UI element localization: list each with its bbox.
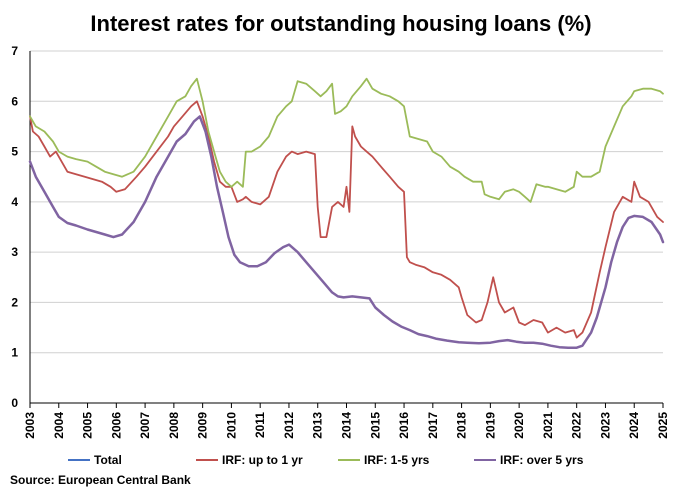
y-tick-label: 1: [11, 346, 18, 360]
legend: Total IRF: up to 1 yr IRF: 1-5 yrs IRF: ove…: [68, 453, 584, 467]
x-tick-label: 2004: [52, 412, 66, 439]
y-tick-label: 4: [11, 195, 18, 209]
x-tick-label: 2010: [224, 412, 238, 439]
y-tick-label: 7: [11, 44, 18, 58]
x-tick-label: 2005: [81, 412, 95, 439]
legend-label: IRF: up to 1 yr: [222, 453, 303, 467]
x-tick-label: 2007: [138, 412, 152, 439]
series-line-irf-1-5-yrs: [29, 77, 664, 203]
y-tick-label: 5: [11, 145, 18, 159]
x-tick-label: 2009: [196, 412, 210, 439]
series-line-irf-over-5-yrs: [28, 115, 665, 349]
x-tick-label: 2008: [167, 412, 181, 439]
y-tick-label: 2: [11, 295, 18, 309]
x-tick-label: 2013: [311, 412, 325, 439]
x-tick-label: 2019: [483, 412, 497, 439]
chart-title: Interest rates for outstanding housing l…: [90, 11, 591, 36]
y-tick-label: 6: [11, 94, 18, 108]
x-tick-label: 2020: [512, 412, 526, 439]
grid-layer: [30, 50, 663, 354]
x-tick-label: 2023: [598, 412, 612, 439]
x-tick-label: 2014: [340, 412, 354, 439]
x-tick-label: 2018: [455, 412, 469, 439]
source-note: Source: European Central Bank: [10, 473, 191, 487]
legend-label: IRF: over 5 yrs: [500, 453, 584, 467]
x-tick-label: 2016: [397, 412, 411, 439]
x-tick-label: 2024: [627, 412, 641, 439]
x-tick-label: 2003: [23, 412, 37, 439]
x-tick-label: 2011: [253, 412, 267, 438]
x-tick-label: 2006: [109, 412, 123, 439]
x-tick-label: 2021: [541, 412, 555, 439]
x-tick-label: 2022: [570, 412, 584, 439]
legend-label: IRF: 1-5 yrs: [364, 453, 430, 467]
y-tick-label: 0: [11, 396, 18, 410]
legend-label: Total: [94, 453, 122, 467]
x-tick-label: 2025: [656, 412, 670, 439]
y-tick-label: 3: [11, 245, 18, 259]
series-layer: [28, 77, 665, 349]
x-tick-label: 2017: [426, 412, 440, 439]
series-line-irf-up-to-1-yr: [29, 100, 664, 339]
x-tick-label: 2015: [368, 412, 382, 439]
x-tick-label: 2012: [282, 412, 296, 439]
axis-layer: 0 1 2 3 4 5 6 7 2003 2004 2005 2006 2007 2008 2009 2010…: [11, 44, 670, 439]
